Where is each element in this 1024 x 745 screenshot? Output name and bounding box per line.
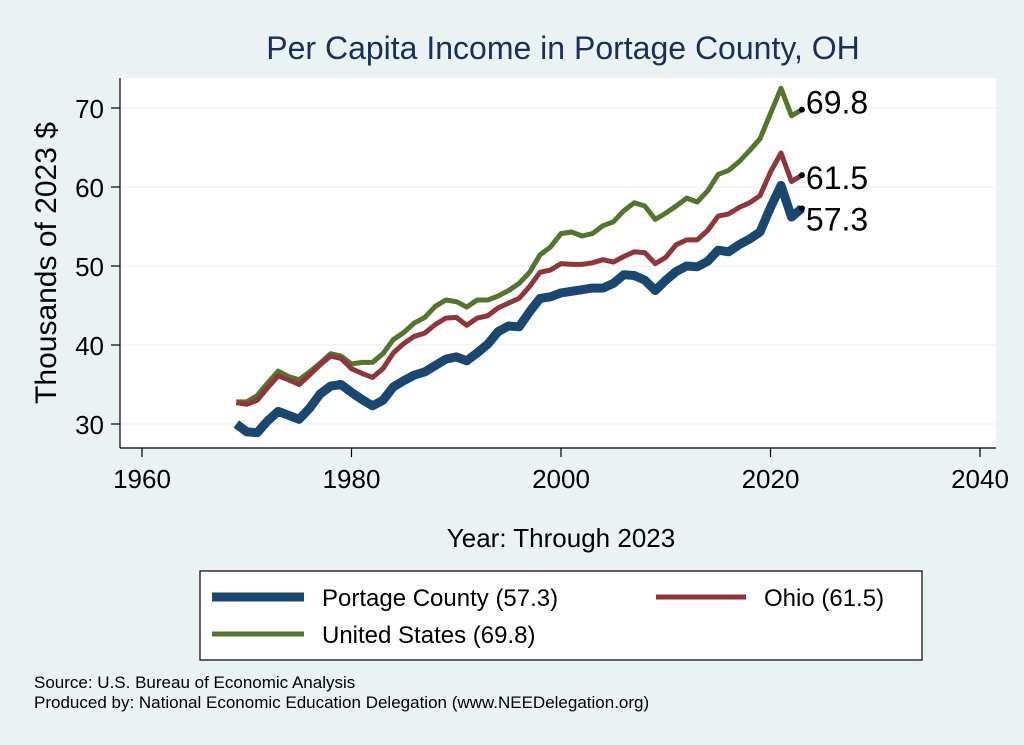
- legend-label-us: United States (69.8): [322, 622, 535, 649]
- end-label-portage: 57.3: [806, 201, 868, 237]
- y-tick-label-40: 40: [75, 331, 104, 361]
- series-line-ohio: [235, 150, 804, 407]
- x-tick-label-2020: 2020: [742, 464, 800, 494]
- x-tick-label-1960: 1960: [113, 464, 171, 494]
- y-axis-label: Thousands of 2023 $: [30, 122, 63, 404]
- legend-label-portage: Portage County (57.3): [322, 585, 558, 612]
- end-point-ohio: [798, 172, 805, 179]
- end-point-us: [798, 106, 805, 113]
- y-tick-label-70: 70: [75, 94, 104, 124]
- x-tick-label-2040: 2040: [951, 464, 1009, 494]
- end-labels: 57.3 61.5 69.8: [798, 85, 868, 237]
- end-point-portage: [798, 205, 805, 212]
- y-tick-label-30: 30: [75, 410, 104, 440]
- series-line-portage: [233, 180, 805, 438]
- x-axis-label: Year: Through 2023: [447, 523, 675, 553]
- legend-label-ohio: Ohio (61.5): [764, 585, 884, 612]
- chart-title: Per Capita Income in Portage County, OH: [266, 30, 859, 66]
- axis-ticks: 30 40 50 60 70 1960 1980 2000 2020 2040: [75, 94, 1009, 494]
- series-lines: [233, 85, 805, 438]
- y-tick-label-60: 60: [75, 173, 104, 203]
- x-tick-label-2000: 2000: [532, 464, 590, 494]
- producer-note: Produced by: National Economic Education…: [34, 693, 649, 712]
- legend: Portage County (57.3) Ohio (61.5) United…: [199, 570, 923, 661]
- legend-box: [199, 570, 923, 661]
- y-tick-label-50: 50: [75, 252, 104, 282]
- x-tick-label-1980: 1980: [323, 464, 381, 494]
- end-label-ohio: 61.5: [806, 160, 868, 196]
- source-note: Source: U.S. Bureau of Economic Analysis: [34, 673, 355, 692]
- end-label-us: 69.8: [806, 85, 868, 121]
